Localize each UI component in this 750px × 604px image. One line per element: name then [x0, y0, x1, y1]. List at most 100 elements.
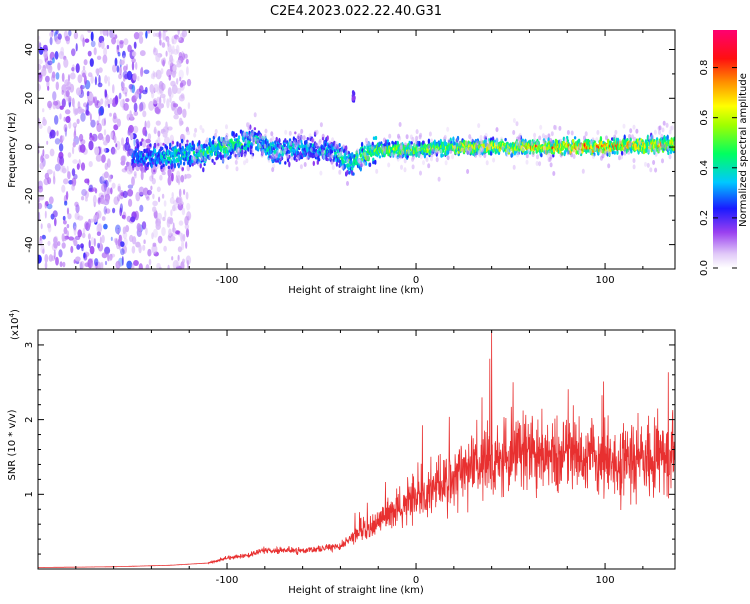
- noise-mark: [142, 89, 148, 95]
- noise-mark: [94, 258, 99, 267]
- noise-mark: [171, 192, 174, 199]
- noise-mark: [117, 185, 121, 192]
- noise-mark: [111, 36, 117, 45]
- noise-mark: [176, 63, 182, 68]
- spread-mark: [319, 170, 323, 176]
- noise-mark: [186, 66, 189, 76]
- ridge-mark: [208, 137, 212, 143]
- ridge-mark: [356, 153, 359, 157]
- spectrogram-ytick-label: -40: [24, 236, 35, 252]
- noise-mark: [162, 59, 166, 67]
- ridge-mark: [165, 145, 169, 151]
- noise-mark: [104, 89, 108, 98]
- noise-mark: [123, 38, 129, 46]
- spread-mark: [199, 152, 203, 158]
- spread-mark: [559, 152, 563, 158]
- noise-mark: [115, 140, 121, 151]
- noise-mark: [179, 76, 182, 82]
- ridge-mark: [169, 146, 172, 150]
- noise-mark: [171, 70, 176, 78]
- noise-mark: [178, 117, 183, 127]
- noise-mark: [171, 38, 174, 45]
- spread-mark: [633, 136, 637, 142]
- colorbar-tick-label: 0.4: [699, 160, 710, 176]
- noise-mark: [178, 69, 184, 80]
- noise-mark: [142, 110, 147, 118]
- spread-mark: [314, 142, 318, 147]
- spread-mark: [205, 137, 209, 143]
- noise-mark: [168, 59, 173, 66]
- spread-mark: [651, 134, 655, 140]
- noise-mark: [65, 191, 69, 200]
- ridge-mark: [623, 134, 626, 141]
- spectrogram-ylabel: Frequency (Hz): [7, 112, 18, 188]
- spectrogram-ytick-label: 0: [24, 144, 35, 150]
- spread-mark: [416, 146, 420, 152]
- noise-mark: [124, 142, 131, 151]
- spread-mark: [289, 140, 293, 146]
- noise-mark: [90, 75, 94, 84]
- ridge-mark: [278, 137, 281, 144]
- noise-mark: [143, 239, 146, 244]
- spread-mark: [668, 129, 672, 135]
- spread-mark: [566, 130, 570, 135]
- spread-mark: [237, 151, 241, 157]
- noise-mark: [146, 196, 150, 201]
- spread-mark: [479, 135, 483, 140]
- noise-mark: [54, 217, 57, 227]
- noise-mark: [77, 229, 82, 238]
- spread-mark: [622, 123, 626, 129]
- noise-mark: [176, 36, 182, 41]
- noise-mark: [98, 110, 101, 117]
- noise-mark: [44, 254, 49, 263]
- noise-mark: [157, 235, 163, 244]
- noise-mark: [114, 57, 118, 67]
- ridge-mark: [363, 145, 366, 150]
- noise-mark: [176, 87, 182, 94]
- spread-mark: [225, 124, 228, 130]
- noise-mark: [78, 105, 81, 110]
- noise-mark: [103, 171, 109, 179]
- noise-mark: [47, 240, 51, 246]
- spread-mark: [415, 129, 419, 135]
- spread-mark: [261, 135, 265, 140]
- noise-mark: [79, 133, 84, 142]
- noise-mark: [45, 201, 49, 207]
- ridge-mark: [140, 163, 143, 167]
- noise-mark: [98, 192, 105, 198]
- spread-mark: [559, 138, 563, 144]
- snr-scale-prefix: (x10: [10, 317, 21, 340]
- noise-mark: [96, 55, 102, 60]
- noise-mark: [113, 196, 119, 206]
- noise-mark: [123, 102, 129, 111]
- spread-mark: [314, 152, 318, 158]
- noise-mark: [140, 66, 144, 75]
- spread-mark: [658, 147, 661, 153]
- feature-mark: [351, 90, 355, 95]
- spread-mark: [516, 152, 519, 158]
- spread-mark: [455, 138, 459, 144]
- spread-mark: [225, 164, 229, 170]
- noise-mark: [130, 216, 136, 223]
- noise-mark: [62, 135, 65, 142]
- noise-mark: [71, 168, 76, 177]
- spread-mark: [226, 145, 230, 151]
- spread-mark: [484, 142, 488, 148]
- noise-mark: [117, 227, 120, 236]
- ridge-mark: [184, 148, 187, 152]
- spectrogram-xtick-label: 100: [596, 275, 615, 286]
- noise-mark: [98, 67, 103, 73]
- spread-mark: [411, 136, 415, 142]
- noise-mark: [79, 144, 86, 153]
- spread-mark: [576, 146, 580, 152]
- ridge-mark: [152, 158, 155, 163]
- noise-mark: [96, 120, 99, 126]
- ridge-mark: [661, 139, 665, 145]
- noise-mark: [120, 160, 126, 166]
- spread-mark: [449, 148, 453, 154]
- noise-mark: [116, 228, 120, 234]
- ridge-mark: [294, 131, 297, 135]
- noise-mark: [74, 125, 77, 136]
- noise-mark: [116, 118, 121, 128]
- noise-mark: [89, 135, 95, 141]
